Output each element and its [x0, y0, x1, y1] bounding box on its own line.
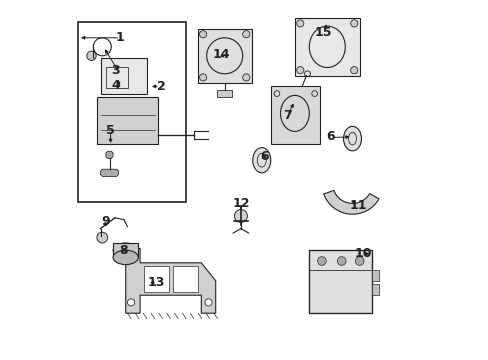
Circle shape — [199, 74, 206, 81]
Bar — [101, 58, 147, 94]
Polygon shape — [197, 29, 251, 83]
Circle shape — [350, 67, 357, 74]
Bar — [143, 266, 168, 292]
Text: 14: 14 — [212, 48, 229, 60]
Polygon shape — [294, 18, 359, 76]
Circle shape — [337, 257, 346, 265]
Circle shape — [350, 20, 357, 27]
Bar — [106, 67, 127, 88]
Bar — [172, 266, 197, 292]
Bar — [78, 22, 186, 202]
Circle shape — [355, 257, 363, 265]
Polygon shape — [271, 86, 320, 144]
Ellipse shape — [252, 148, 270, 173]
Polygon shape — [125, 248, 215, 313]
Ellipse shape — [343, 126, 361, 151]
Circle shape — [296, 67, 303, 74]
Circle shape — [317, 257, 325, 265]
Circle shape — [242, 74, 249, 81]
Text: 15: 15 — [314, 26, 332, 39]
Text: 13: 13 — [147, 276, 164, 289]
Bar — [217, 90, 231, 97]
Circle shape — [296, 20, 303, 27]
Circle shape — [204, 299, 212, 306]
Polygon shape — [106, 151, 113, 158]
Text: 7: 7 — [283, 109, 291, 122]
Text: 9: 9 — [102, 215, 110, 228]
Text: 2: 2 — [156, 80, 165, 93]
Ellipse shape — [113, 243, 138, 257]
Circle shape — [199, 31, 206, 38]
Polygon shape — [323, 190, 378, 214]
Polygon shape — [97, 97, 158, 144]
Text: 12: 12 — [232, 197, 249, 210]
Text: 6: 6 — [260, 150, 268, 163]
Circle shape — [234, 210, 247, 222]
Bar — [371, 270, 379, 281]
Ellipse shape — [113, 250, 138, 265]
Circle shape — [127, 299, 134, 306]
Circle shape — [87, 51, 96, 60]
Circle shape — [242, 31, 249, 38]
Bar — [371, 284, 379, 295]
Text: 10: 10 — [354, 247, 371, 260]
Text: 3: 3 — [111, 64, 120, 77]
Polygon shape — [101, 169, 118, 176]
Text: 1: 1 — [116, 31, 124, 44]
Text: 6: 6 — [326, 130, 335, 143]
Text: 4: 4 — [111, 79, 120, 92]
Bar — [309, 250, 371, 313]
Bar — [113, 243, 138, 257]
Circle shape — [97, 232, 107, 243]
Text: 8: 8 — [120, 244, 128, 257]
Text: 5: 5 — [106, 124, 115, 137]
Text: 11: 11 — [348, 199, 366, 212]
